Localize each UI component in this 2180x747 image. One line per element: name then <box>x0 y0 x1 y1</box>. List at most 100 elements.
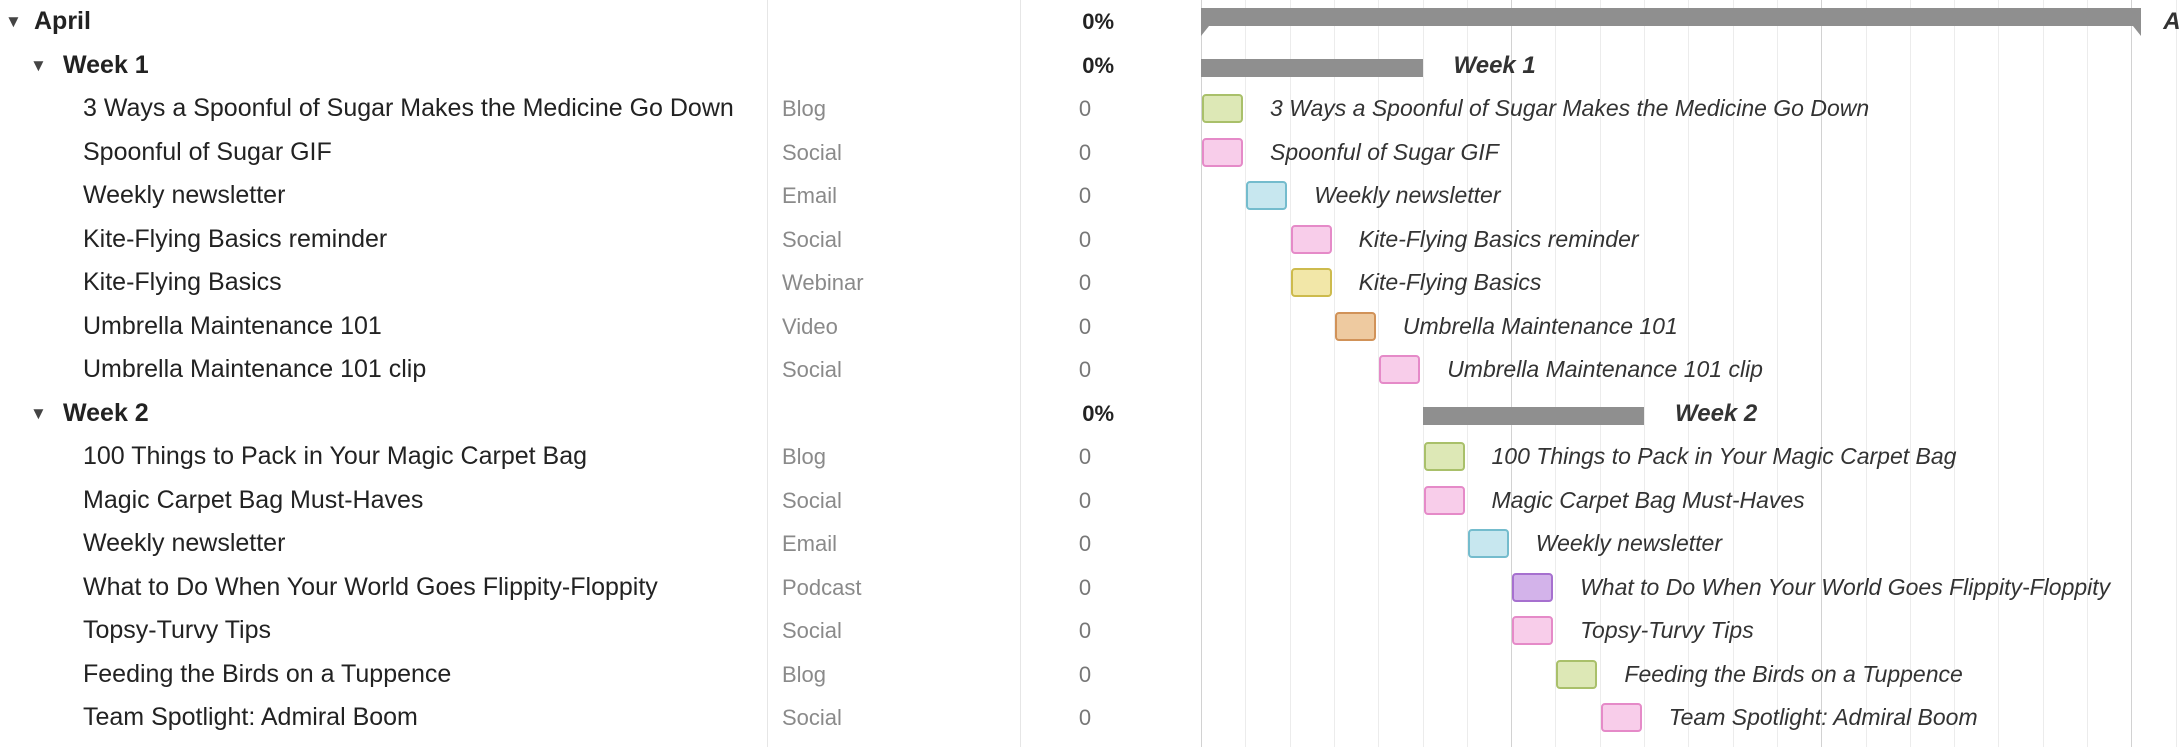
day-gridline <box>1378 0 1380 747</box>
task-progress: 0 <box>1078 487 1092 513</box>
task-bar-label: Feeding the Birds on a Tuppence <box>1624 660 1963 687</box>
month-row[interactable]: ▼ April 0% <box>0 0 1160 43</box>
task-bar-podcast[interactable] <box>1512 572 1554 602</box>
task-name: Feeding the Birds on a Tuppence <box>83 659 452 688</box>
task-progress: 0 <box>1078 357 1092 382</box>
task-name: Umbrella Maintenance 101 <box>83 311 382 340</box>
task-row[interactable]: Team Spotlight: Admiral Boom Social 0 <box>0 696 1160 739</box>
task-progress: 0 <box>1078 96 1092 121</box>
task-type: Social <box>782 357 842 382</box>
task-bar-label: Spoonful of Sugar GIF <box>1270 138 1499 165</box>
task-row[interactable]: Feeding the Birds on a Tuppence Blog 0 <box>0 653 1160 696</box>
day-gridline <box>1555 0 1557 747</box>
task-bar-video[interactable] <box>1334 311 1376 341</box>
task-progress: 0 <box>1078 531 1092 556</box>
task-bar-label: Weekly newsletter <box>1535 530 1722 556</box>
day-gridline <box>1688 0 1690 747</box>
task-type: Email <box>782 531 838 556</box>
task-row[interactable]: 3 Ways a Spoonful of Sugar Makes the Med… <box>0 87 1160 130</box>
task-name: Weekly newsletter <box>83 529 286 557</box>
task-row[interactable]: Magic Carpet Bag Must-Haves Social 0 <box>0 479 1160 522</box>
task-row[interactable]: Topsy-Turvy Tips Social 0 <box>0 609 1160 652</box>
column-divider <box>1020 0 1021 747</box>
task-type: Social <box>782 618 842 643</box>
day-gridline <box>1333 0 1335 747</box>
day-gridline <box>1998 0 2000 747</box>
task-row[interactable]: Umbrella Maintenance 101 Video 0 <box>0 305 1160 348</box>
task-bar-blog[interactable] <box>1423 442 1465 471</box>
task-bar-label: Magic Carpet Bag Must-Haves <box>1491 486 1805 513</box>
task-type: Podcast <box>782 574 862 600</box>
task-row[interactable]: Umbrella Maintenance 101 clip Social 0 <box>0 348 1160 391</box>
caret-down-icon[interactable]: ▼ <box>5 12 22 31</box>
task-row[interactable]: Weekly newsletter Email 0 <box>0 174 1160 217</box>
task-progress: 0 <box>1078 705 1092 730</box>
task-progress: 0 <box>1078 270 1092 295</box>
task-bar-label: What to Do When Your World Goes Flippity… <box>1580 573 2111 600</box>
day-gridline <box>1954 0 1956 747</box>
day-gridline <box>1776 0 1778 747</box>
task-row[interactable]: What to Do When Your World Goes Flippity… <box>0 566 1160 609</box>
day-gridline <box>1644 0 1645 747</box>
day-gridline <box>2042 0 2044 747</box>
task-bar-social[interactable] <box>1202 137 1243 167</box>
task-type: Social <box>782 226 842 252</box>
task-type: Blog <box>782 444 827 469</box>
task-row[interactable]: Weekly newsletter Email 0 <box>0 522 1160 565</box>
task-bar-blog[interactable] <box>1556 659 1598 689</box>
task-bar-label: Topsy-Turvy Tips <box>1580 617 1754 643</box>
task-row[interactable]: Spoonful of Sugar GIF Social 0 <box>0 131 1160 174</box>
task-type: Blog <box>782 96 827 121</box>
task-name: 3 Ways a Spoonful of Sugar Makes the Med… <box>83 94 734 122</box>
day-gridline <box>1909 0 1911 747</box>
task-progress: 0 <box>1078 139 1092 165</box>
caret-down-icon[interactable]: ▼ <box>30 403 47 423</box>
day-gridline <box>1422 0 1424 747</box>
task-progress: 0 <box>1078 226 1092 252</box>
task-bar-label: Kite-Flying Basics <box>1358 269 1542 295</box>
task-name: Weekly newsletter <box>83 181 286 209</box>
day-gridline <box>1289 0 1291 747</box>
week-row[interactable]: ▼ Week 2 0% <box>0 392 1160 435</box>
task-progress: 0 <box>1078 183 1092 208</box>
day-gridline <box>1511 0 1513 747</box>
day-gridline <box>1865 0 1867 747</box>
day-gridline <box>1599 0 1601 747</box>
task-bar-webinar[interactable] <box>1290 268 1332 297</box>
week-summary-bar[interactable] <box>1422 406 1644 425</box>
task-bar-email[interactable] <box>1467 529 1509 558</box>
task-bar-social[interactable] <box>1379 355 1421 384</box>
task-name: Umbrella Maintenance 101 clip <box>83 355 427 383</box>
task-name: 100 Things to Pack in Your Magic Carpet … <box>83 442 588 470</box>
task-bar-social[interactable] <box>1512 616 1554 645</box>
caret-down-icon[interactable]: ▼ <box>30 55 47 75</box>
task-progress: 0 <box>1078 444 1092 469</box>
month-summary-bar[interactable] <box>1201 8 2142 36</box>
gantt-chart: April Week 1 3 Ways a Spoonful of Sugar Ma… <box>1160 0 2180 747</box>
week-progress: 0% <box>1082 52 1114 78</box>
week-summary-label: Week 1 <box>1453 51 1536 79</box>
day-gridline <box>1466 0 1468 747</box>
task-type: Webinar <box>782 270 864 295</box>
week-name: Week 2 <box>63 398 149 427</box>
task-name: Magic Carpet Bag Must-Haves <box>83 485 424 514</box>
day-gridline <box>1732 0 1734 747</box>
task-bar-label: Umbrella Maintenance 101 clip <box>1447 356 1763 382</box>
task-bar-social[interactable] <box>1600 703 1642 732</box>
task-bar-label: Umbrella Maintenance 101 <box>1402 312 1678 339</box>
task-row[interactable]: Kite-Flying Basics reminder Social 0 <box>0 218 1160 261</box>
task-bar-email[interactable] <box>1246 181 1288 210</box>
task-row[interactable]: 100 Things to Pack in Your Magic Carpet … <box>0 435 1160 478</box>
month-summary-label: April <box>2163 8 2180 35</box>
task-bar-social[interactable] <box>1290 224 1332 254</box>
task-type: Social <box>782 139 842 165</box>
task-progress: 0 <box>1078 618 1092 643</box>
week-row[interactable]: ▼ Week 1 0% <box>0 44 1160 87</box>
day-gridline <box>1245 0 1247 747</box>
task-bar-social[interactable] <box>1423 485 1465 515</box>
week-summary-bar[interactable] <box>1201 58 1423 77</box>
task-row[interactable]: Kite-Flying Basics Webinar 0 <box>0 261 1160 304</box>
task-name: Kite-Flying Basics reminder <box>83 224 388 253</box>
task-bar-blog[interactable] <box>1202 94 1243 123</box>
